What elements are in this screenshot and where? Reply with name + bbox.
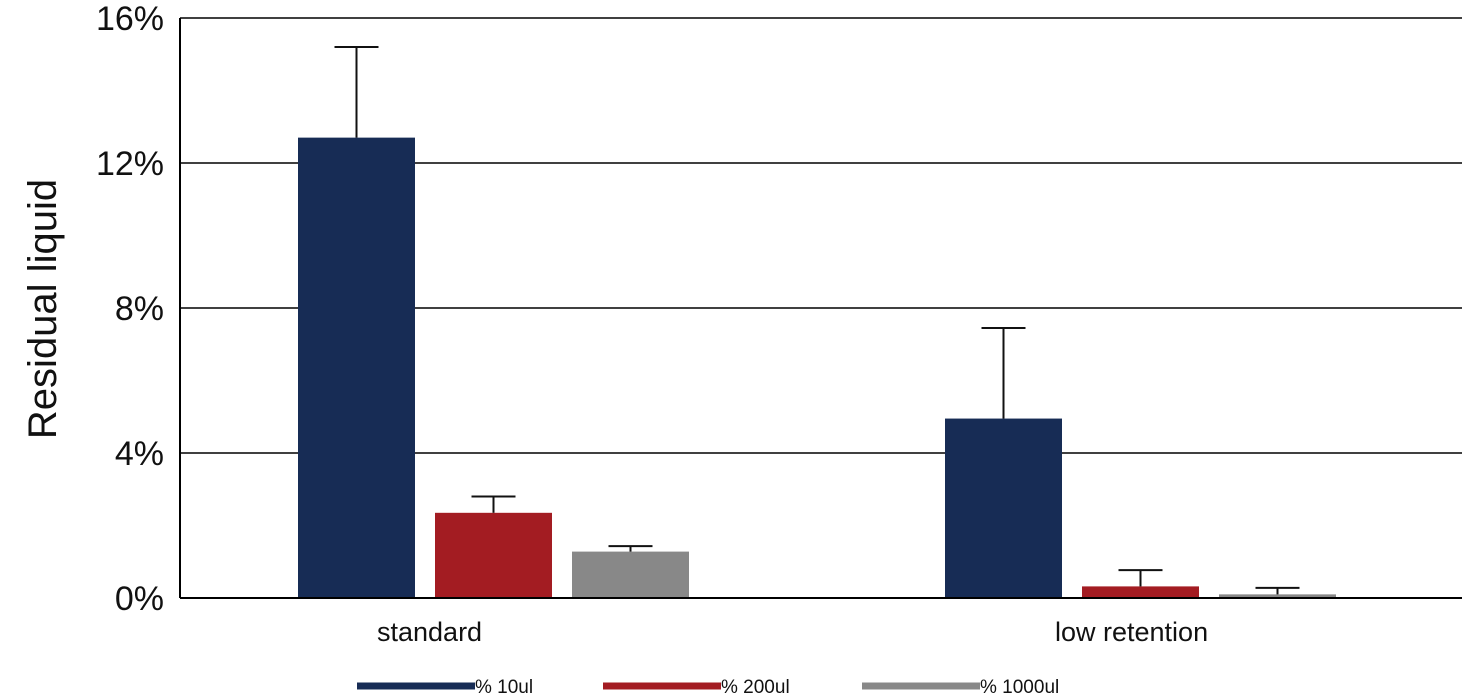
legend-label: % 10ul <box>475 677 533 697</box>
y-tick-label: 16% <box>96 0 164 38</box>
bar-1-1 <box>1082 586 1199 598</box>
y-tick-labels: 0% 4% 8% 12% 16% <box>96 0 164 618</box>
bar-0-1 <box>435 512 552 598</box>
category-label: low retention <box>1055 617 1208 647</box>
legend-label: % 1000ul <box>980 677 1059 697</box>
y-axis-label: Residual liquid <box>21 179 65 439</box>
category-label: standard <box>377 617 482 647</box>
bar-0-0 <box>298 137 415 598</box>
legend-label: % 200ul <box>721 677 790 697</box>
y-tick-label: 4% <box>115 435 164 473</box>
bar-1-0 <box>945 418 1062 598</box>
y-tick-label: 0% <box>115 580 164 618</box>
axes <box>179 18 1462 599</box>
error-bars <box>334 46 1300 595</box>
bar-1-2 <box>1219 594 1336 598</box>
bars <box>298 137 1336 598</box>
legend: % 10ul % 200ul % 1000ul <box>357 677 1059 697</box>
y-tick-label: 8% <box>115 290 164 328</box>
y-tick-label: 12% <box>96 145 164 183</box>
bar-0-2 <box>572 551 689 598</box>
category-labels: standard low retention <box>377 617 1208 647</box>
